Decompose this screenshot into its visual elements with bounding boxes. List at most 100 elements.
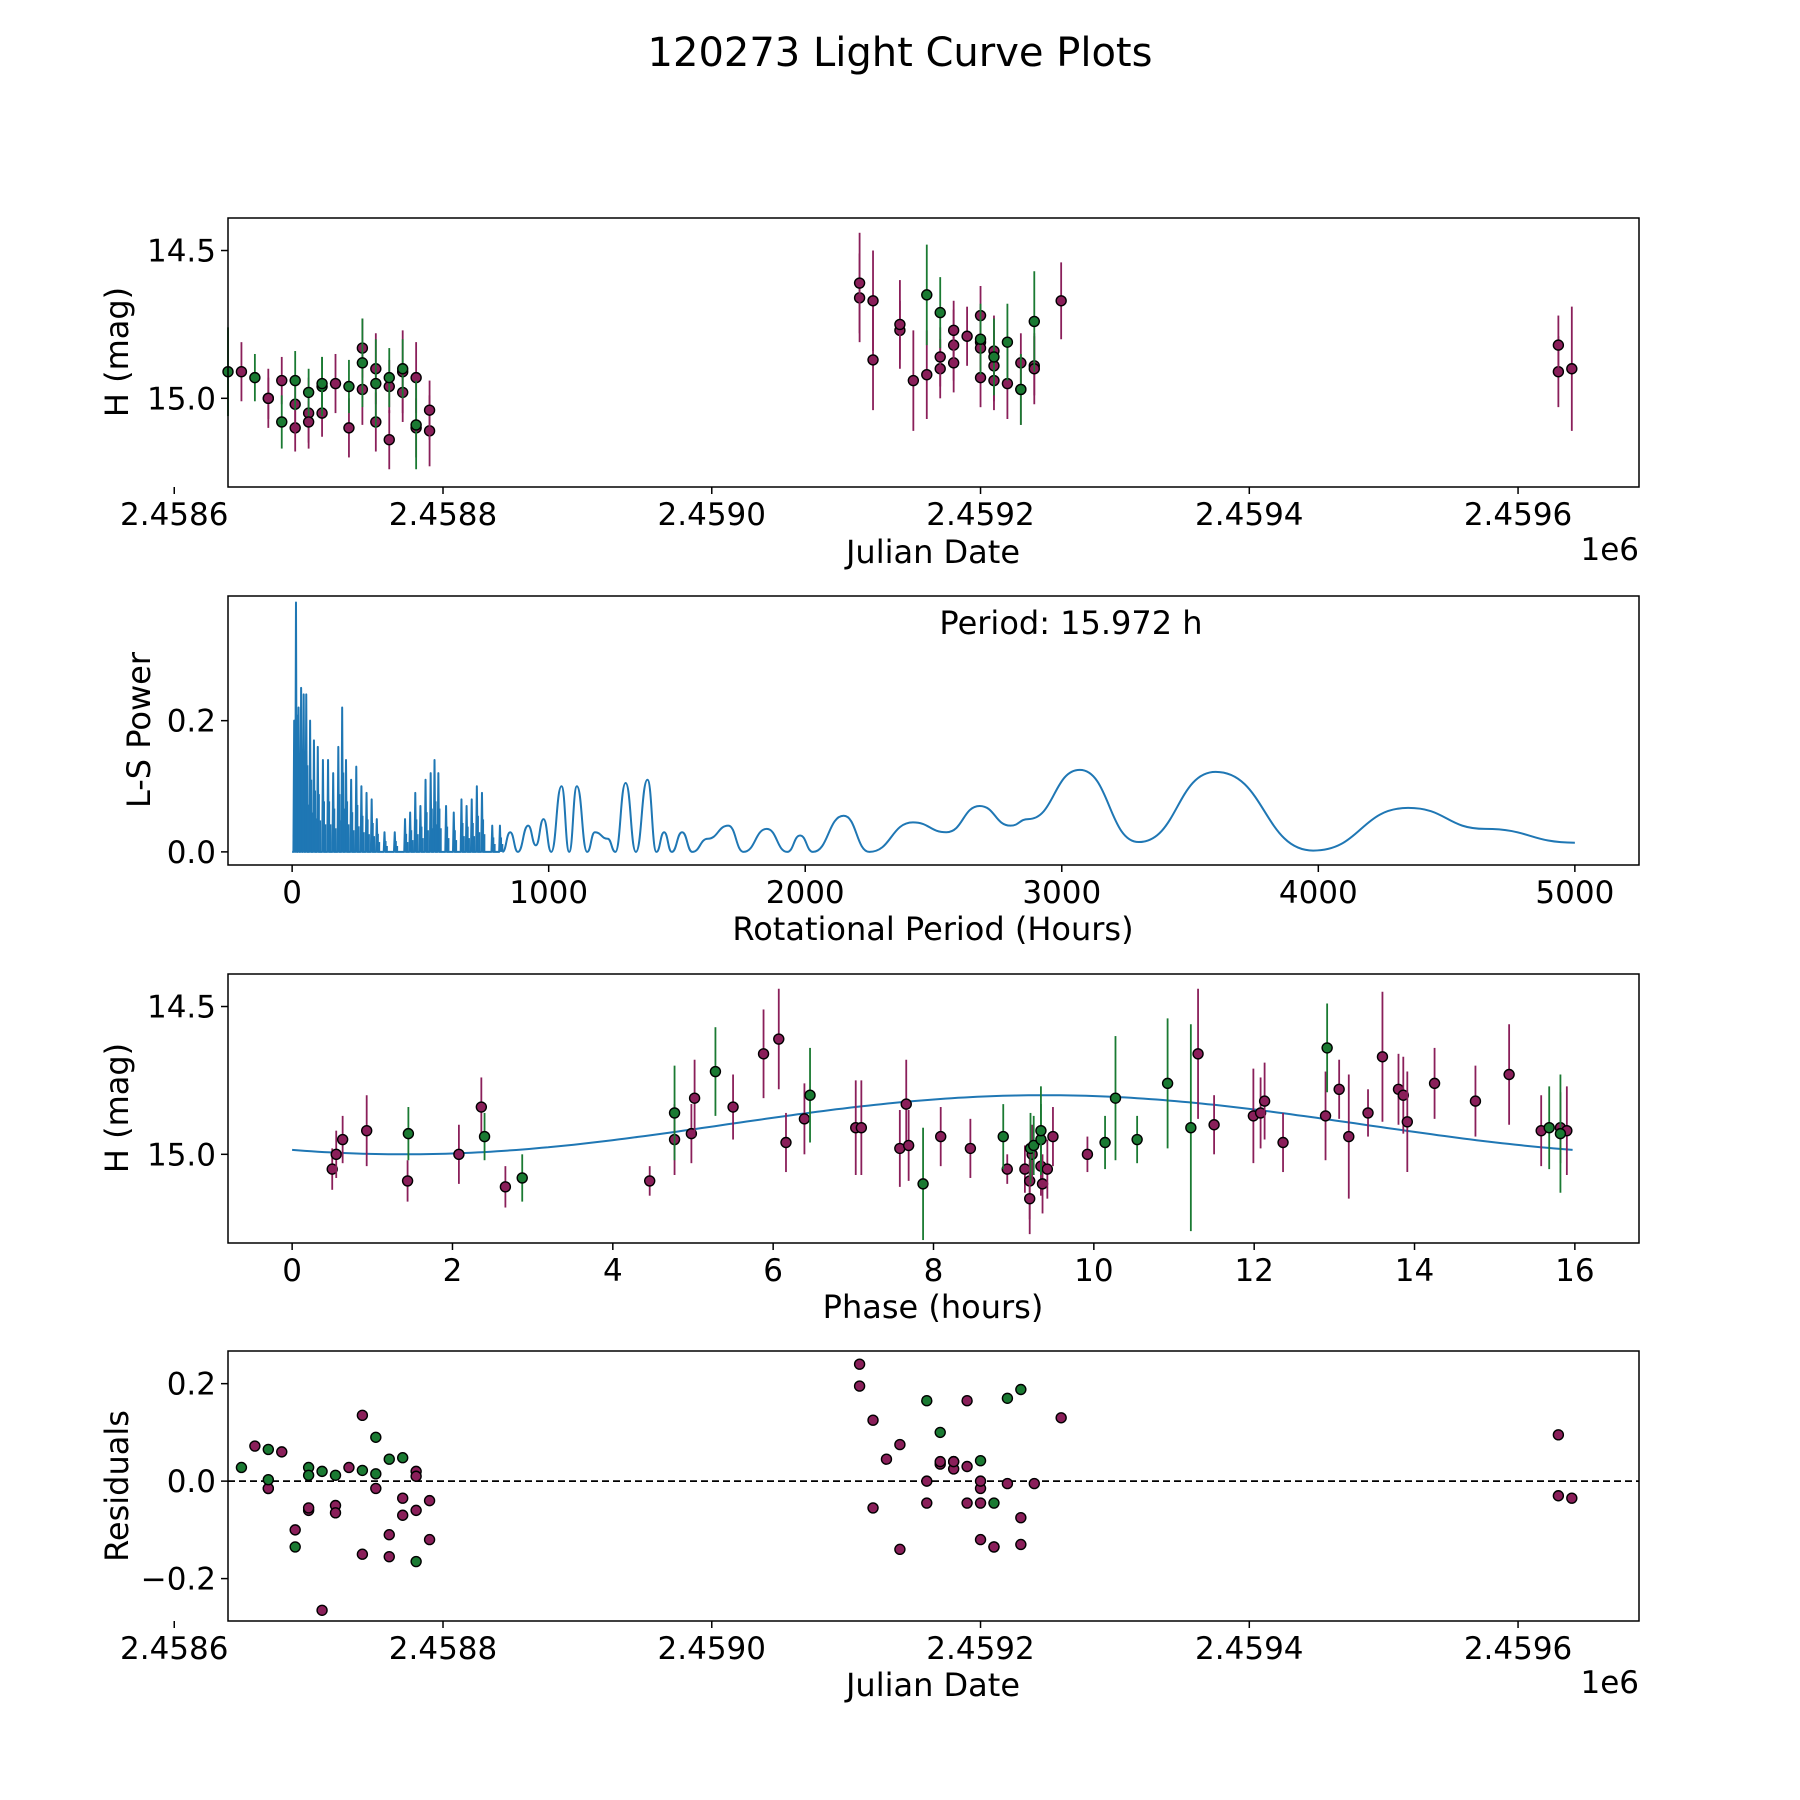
data-point: [1567, 364, 1577, 374]
data-point: [1363, 1108, 1373, 1118]
data-point: [384, 1552, 394, 1562]
data-point: [965, 1143, 975, 1153]
data-point: [670, 1108, 680, 1118]
data-point: [1260, 1096, 1270, 1106]
data-point: [317, 379, 327, 389]
residuals-y-tick-label: 0.0: [167, 1464, 216, 1500]
periodogram-x-tick-label: 5000: [1535, 875, 1614, 911]
data-point: [976, 334, 986, 344]
data-point: [236, 367, 246, 377]
data-point: [398, 364, 408, 374]
lightcurve-y-label: H (mag): [98, 287, 136, 417]
phased-y-tick-label: 14.5: [147, 990, 216, 1026]
data-point: [277, 376, 287, 386]
data-point: [962, 1462, 972, 1472]
data-point: [710, 1067, 720, 1077]
data-point: [425, 1496, 435, 1506]
data-point: [384, 373, 394, 383]
data-point: [384, 435, 394, 445]
phased-x-tick-label: 16: [1555, 1253, 1594, 1289]
data-point: [855, 278, 865, 288]
data-point: [949, 325, 959, 335]
phased-x-tick-label: 6: [763, 1253, 783, 1289]
data-point: [935, 1427, 945, 1437]
data-point: [517, 1173, 527, 1183]
data-point: [1025, 1194, 1035, 1204]
residuals-frame: [228, 1351, 1639, 1621]
lightcurve-y-tick-label: 15.0: [147, 381, 216, 417]
data-point: [411, 1557, 421, 1567]
data-point: [1163, 1078, 1173, 1088]
periodogram-x-tick-label: 3000: [1022, 875, 1101, 911]
data-point: [690, 1093, 700, 1103]
data-point: [922, 1396, 932, 1406]
data-point: [277, 1447, 287, 1457]
data-point: [403, 1176, 413, 1186]
residuals-x-tick-label: 2.4592: [926, 1631, 1034, 1667]
data-point: [805, 1090, 815, 1100]
data-point: [263, 1475, 273, 1485]
data-point: [1029, 1479, 1039, 1489]
data-point: [1100, 1137, 1110, 1147]
data-point: [989, 1542, 999, 1552]
residuals-x-ticks: 2.4586 2.4588 2.4590 2.4592 2.4594 2.4596: [120, 1621, 1572, 1667]
periodogram-x-tick-label: 4000: [1279, 875, 1358, 911]
data-point: [371, 379, 381, 389]
data-point: [1553, 1491, 1563, 1501]
lightcurve-y-tick-label: 14.5: [147, 234, 216, 270]
residuals-x-label: Julian Date: [844, 1666, 1020, 1704]
data-point: [1553, 1430, 1563, 1440]
data-point: [1110, 1093, 1120, 1103]
data-point: [403, 1129, 413, 1139]
data-point: [976, 1456, 986, 1466]
lightcurve-x-tick-label: 2.4588: [389, 497, 497, 533]
periodogram-y-tick-label: 0.2: [167, 704, 216, 740]
data-point: [1430, 1078, 1440, 1088]
data-point: [962, 1396, 972, 1406]
data-point: [962, 331, 972, 341]
data-point: [454, 1149, 464, 1159]
data-point: [476, 1102, 486, 1112]
periodogram-x-tick-label: 1000: [509, 875, 588, 911]
phased-x-tick-label: 14: [1395, 1253, 1434, 1289]
data-point: [362, 1126, 372, 1136]
residuals-x-tick-label: 2.4588: [389, 1631, 497, 1667]
data-point: [935, 308, 945, 318]
lightcurve-x-tick-label: 2.4596: [1464, 497, 1572, 533]
data-point: [384, 1530, 394, 1540]
residuals-panel: 2.4586 2.4588 2.4590 2.4592 2.4594 2.4596 0.2…: [98, 1351, 1639, 1704]
data-point: [425, 1535, 435, 1545]
lightcurve-x-label: Julian Date: [844, 533, 1020, 571]
data-point: [922, 1476, 932, 1486]
data-point: [371, 1469, 381, 1479]
data-point: [338, 1135, 348, 1145]
data-point: [398, 1453, 408, 1463]
data-point: [936, 1132, 946, 1142]
data-point: [949, 1457, 959, 1467]
data-point: [1555, 1129, 1565, 1139]
residuals-x-offset: 1e6: [1580, 1665, 1639, 1701]
data-point: [250, 373, 260, 383]
data-point: [1016, 1539, 1026, 1549]
phased-x-label: Phase (hours): [823, 1288, 1044, 1326]
data-point: [1016, 1513, 1026, 1523]
data-point: [1082, 1149, 1092, 1159]
residuals-x-tick-label: 2.4596: [1464, 1631, 1572, 1667]
data-point: [1016, 384, 1026, 394]
data-point: [317, 1605, 327, 1615]
data-point: [1132, 1135, 1142, 1145]
phased-x-tick-label: 2: [443, 1253, 463, 1289]
data-point: [277, 417, 287, 427]
phased-x-tick-label: 0: [282, 1253, 302, 1289]
data-point: [357, 1410, 367, 1420]
lightcurve-x-tick-label: 2.4590: [658, 497, 766, 533]
data-point: [331, 1470, 341, 1480]
data-point: [1002, 1393, 1012, 1403]
data-point: [317, 1466, 327, 1476]
figure-title: 120273 Light Curve Plots: [648, 30, 1153, 76]
lightcurve-frame: [228, 218, 1639, 487]
data-point: [962, 1498, 972, 1508]
data-point: [799, 1114, 809, 1124]
data-point: [998, 1132, 1008, 1142]
lightcurve-marks: [223, 233, 1577, 469]
